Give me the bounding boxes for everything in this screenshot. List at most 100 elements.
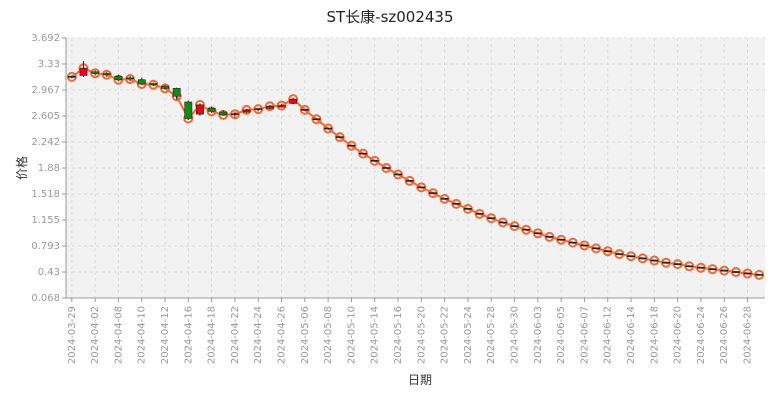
candle-body: [370, 160, 379, 162]
candle-body: [149, 83, 158, 85]
candle-body: [464, 208, 472, 210]
x-tick-label: 2024-04-18: [207, 306, 218, 364]
candle-body: [405, 180, 414, 182]
candle-body: [126, 77, 134, 80]
line-point: [637, 253, 648, 264]
candle-body: [568, 241, 577, 244]
candle-body: [487, 217, 496, 220]
line-point: [101, 69, 112, 80]
x-tick-label: 2024-04-22: [230, 306, 241, 364]
line-point: [567, 237, 578, 248]
candle-body: [708, 268, 717, 270]
line-point: [427, 188, 438, 199]
candle-body: [429, 192, 437, 194]
candle-body: [242, 109, 251, 113]
line-point: [381, 163, 392, 173]
line-point: [148, 79, 159, 90]
line-point: [404, 175, 415, 186]
x-tick-label: 2024-06-12: [603, 306, 614, 364]
x-tick-label: 2024-03-29: [67, 306, 78, 364]
line-point: [451, 198, 462, 209]
line-point: [684, 261, 695, 272]
line-point: [369, 155, 380, 166]
candle-body: [755, 274, 764, 276]
x-tick-label: 2024-05-22: [440, 306, 451, 364]
line-point: [509, 221, 520, 232]
x-tick-label: 2024-06-14: [626, 306, 637, 364]
candle-body: [720, 269, 729, 272]
candle-body: [359, 152, 367, 155]
line-point: [497, 217, 508, 228]
y-tick-label: 2.967: [31, 85, 60, 96]
y-tick-label: 3.33: [38, 59, 60, 70]
x-tick-label: 2024-05-06: [300, 306, 311, 364]
x-tick-label: 2024-06-07: [579, 306, 590, 364]
line-point: [66, 71, 77, 82]
candle-body: [510, 225, 519, 227]
candle-body: [102, 73, 111, 75]
line-point: [754, 269, 765, 280]
line-point: [614, 249, 625, 260]
line-point: [229, 109, 240, 120]
x-tick-label: 2024-06-28: [743, 306, 754, 364]
x-tick-label: 2024-04-24: [253, 306, 264, 364]
candle-body: [114, 75, 123, 81]
candle-body: [440, 198, 449, 200]
candle-body: [557, 238, 566, 241]
candle-body: [347, 144, 356, 147]
x-tick-label: 2024-06-20: [673, 306, 684, 364]
candle-body: [522, 228, 531, 231]
line-point: [707, 264, 718, 275]
line-point: [672, 259, 683, 270]
candle-body: [650, 259, 659, 262]
y-tick-label: 0.068: [31, 293, 60, 304]
candle-body: [685, 265, 694, 268]
candle-body: [417, 186, 426, 189]
line-point: [416, 182, 427, 193]
line-point: [346, 140, 357, 151]
x-tick-label: 2024-06-03: [533, 306, 544, 364]
line-point: [521, 224, 532, 235]
line-point: [556, 234, 567, 245]
x-tick-label: 2024-04-26: [277, 306, 288, 364]
line-point: [474, 208, 485, 219]
candle-body: [172, 88, 181, 97]
candle-body: [638, 257, 647, 260]
candle-body: [452, 203, 461, 205]
candle-body: [91, 71, 100, 74]
y-axis: 3.692 3.33 2.967 2.605 2.242 1.88 1.518 1.155 0.…: [31, 33, 67, 304]
line-point: [730, 267, 741, 278]
candle-body: [207, 108, 216, 112]
x-tick-label: 2024-06-26: [719, 306, 730, 364]
line-point: [253, 104, 264, 115]
x-tick-label: 2024-06-05: [556, 306, 567, 364]
line-point: [90, 68, 101, 79]
candle-body: [615, 253, 624, 255]
y-tick-label: 1.518: [31, 189, 60, 200]
line-point: [626, 251, 637, 262]
candle-body: [335, 136, 344, 138]
line-point: [742, 268, 753, 279]
candle-body: [231, 113, 239, 115]
candle-body: [196, 104, 204, 115]
candle-body: [184, 101, 193, 119]
line-point: [393, 169, 404, 180]
candle-body: [743, 272, 752, 275]
candle-body: [67, 76, 76, 78]
line-point: [276, 100, 287, 111]
x-tick-label: 2024-04-08: [113, 306, 124, 364]
candle-body: [545, 236, 554, 238]
x-tick-label: 2024-05-10: [346, 306, 357, 364]
x-tick-label: 2024-04-16: [183, 306, 194, 364]
candle-body: [161, 85, 169, 89]
candle-body: [324, 127, 333, 130]
candle-body: [533, 232, 542, 235]
line-point: [579, 240, 590, 251]
line-point: [532, 228, 543, 239]
candle-body: [592, 247, 600, 250]
y-tick-label: 2.242: [31, 137, 60, 148]
candle-body: [137, 79, 146, 85]
line-point: [439, 193, 450, 204]
x-axis-title: 日期: [408, 373, 432, 387]
candle-body: [475, 213, 484, 215]
